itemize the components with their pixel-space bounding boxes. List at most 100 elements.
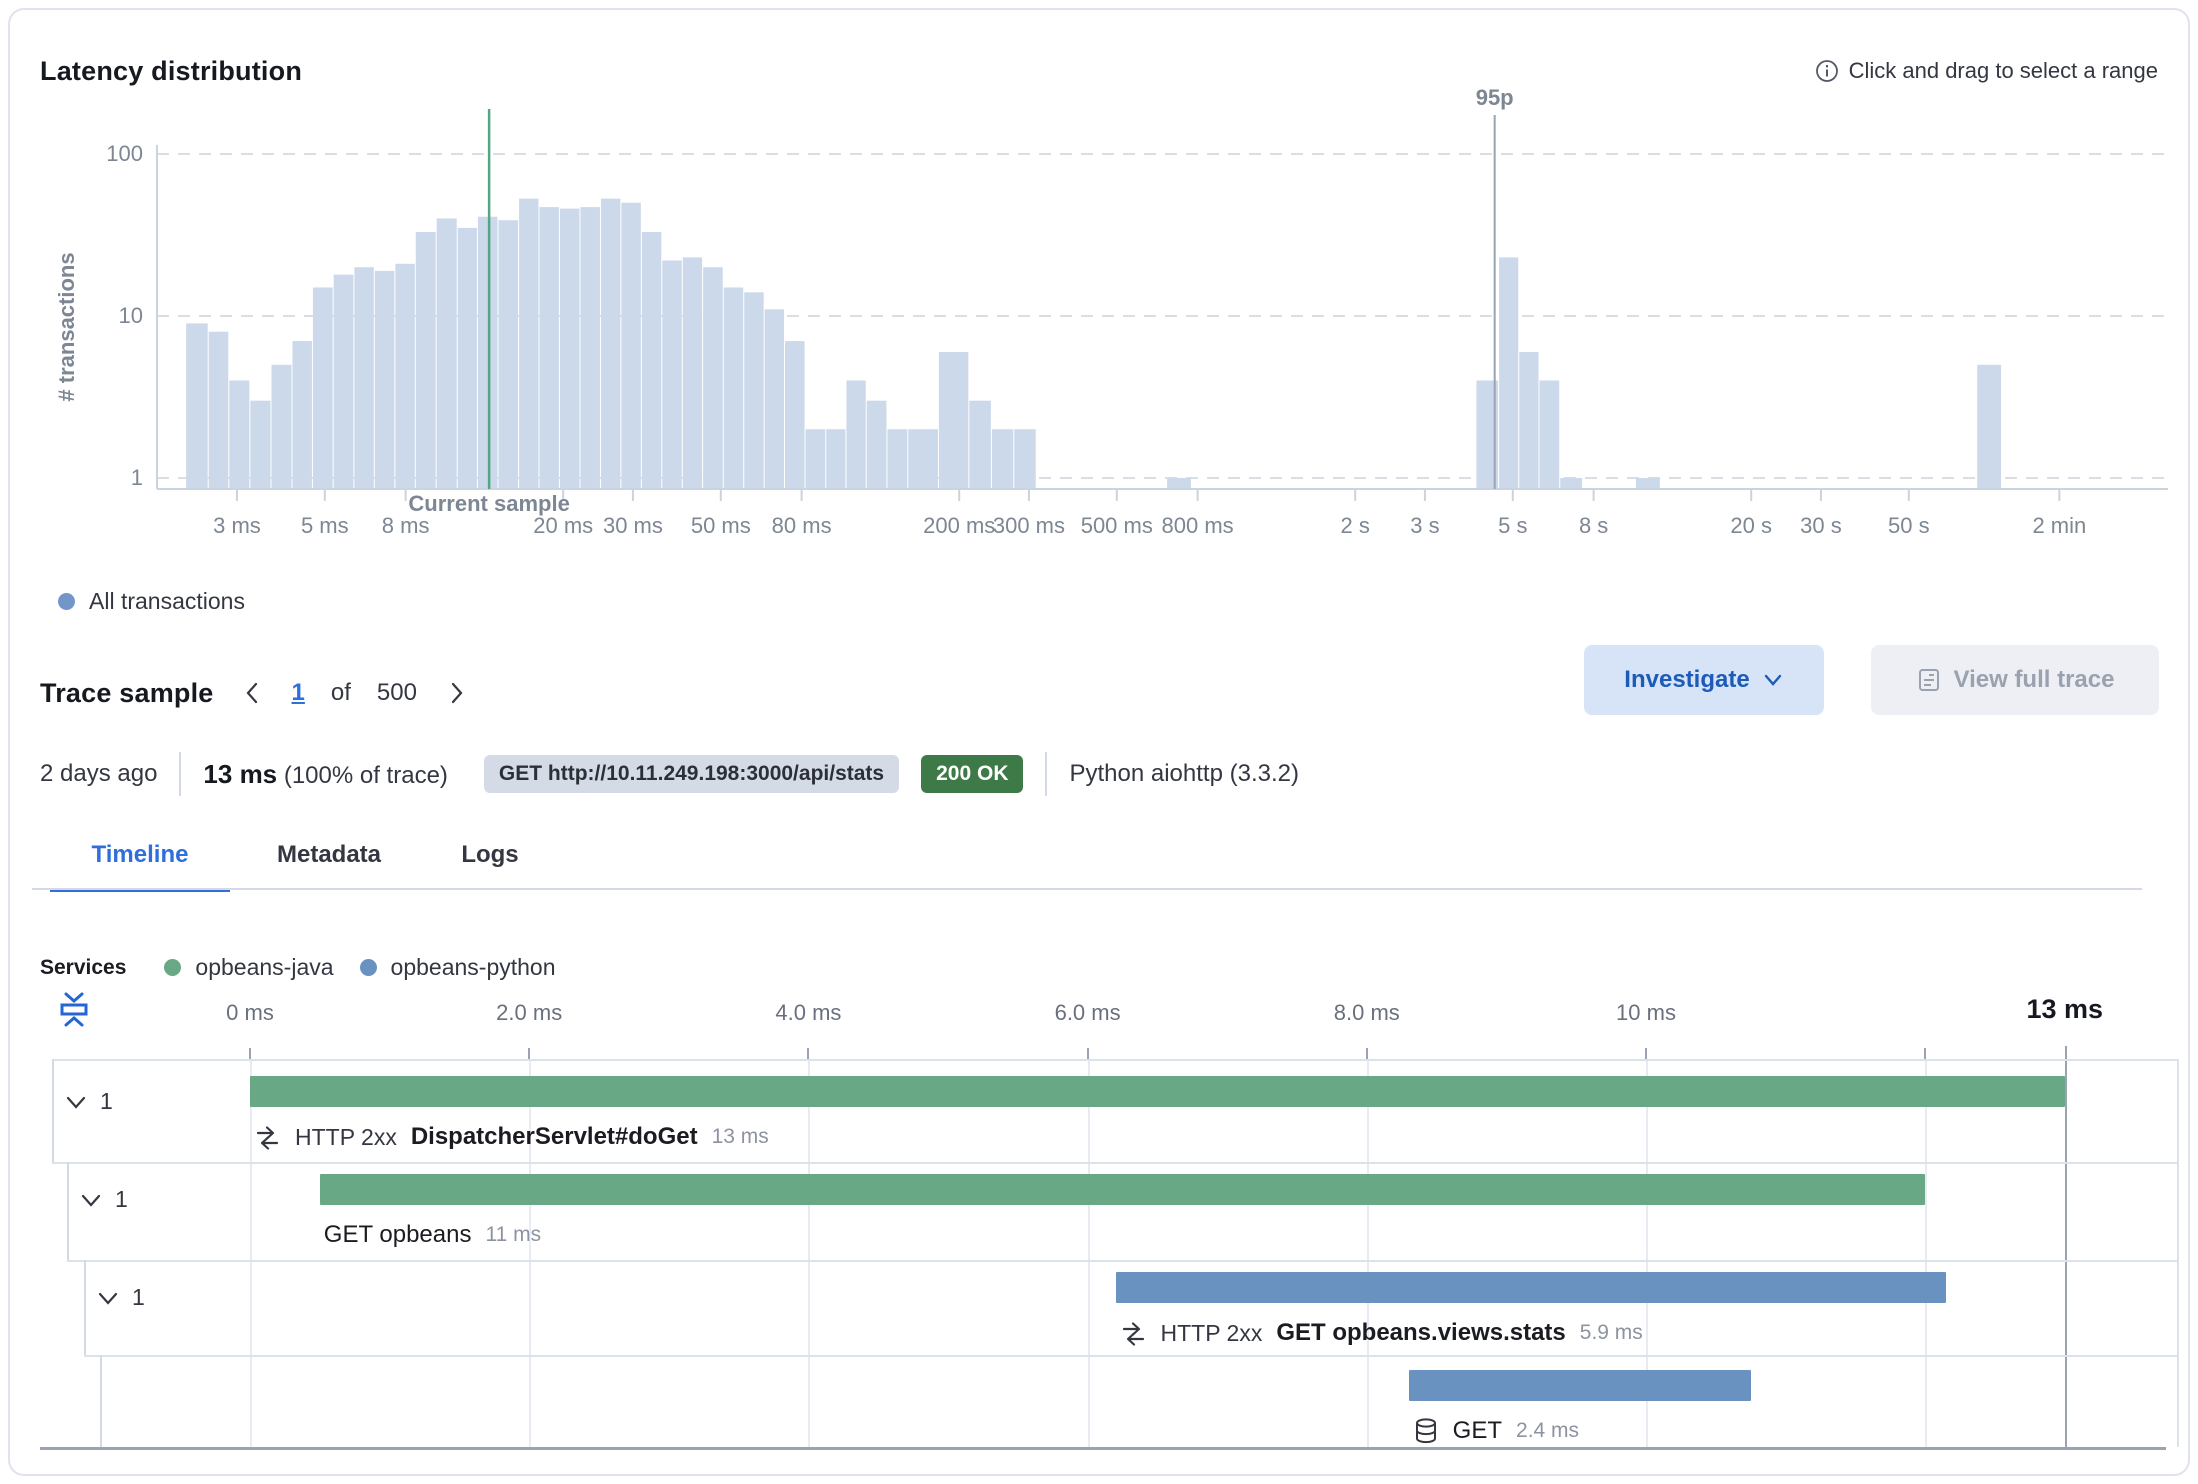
histogram-bar[interactable] [1014,429,1036,489]
current-sample-number[interactable]: 1 [291,679,305,706]
waterfall-bar[interactable] [1408,1370,1751,1401]
prev-sample-button[interactable] [240,680,266,706]
request-badge: GET http://10.11.249.198:3000/api/stats [483,755,900,793]
service-dot-java [164,959,182,976]
histogram-bar[interactable] [938,351,969,489]
histogram-bar[interactable] [1977,364,2002,489]
histogram-bar[interactable] [621,202,641,490]
histogram-bar[interactable] [395,263,415,489]
page-title: Latency distribution [40,56,303,86]
span-duration: 13 ms [711,1125,769,1148]
pagination-of: of [330,679,351,706]
service-label-java: opbeans-java [195,954,334,980]
histogram-bar[interactable] [415,232,436,490]
range-hint: Click and drag to select a range [1815,58,2158,84]
row-toggle[interactable]: 1 [96,1284,145,1311]
span-duration: 2.4 ms [1516,1419,1580,1442]
collapse-all-icon[interactable] [54,988,94,1037]
span-name: GET opbeans [323,1221,472,1248]
histogram-bar[interactable] [208,331,229,489]
x-tick-label: 3 s [1410,513,1439,538]
view-full-trace-button[interactable]: View full trace [1871,645,2159,715]
chevron-down-icon [1764,674,1781,686]
waterfall-item-label[interactable]: GET opbeans 11 ms [324,1218,541,1252]
latency-histogram[interactable]: 1 10 100 # transactions 3 ms 5 ms 8 ms 20 ms 30 … [32,87,2178,552]
histogram-bar[interactable] [477,216,498,490]
histogram-bar[interactable] [292,341,312,489]
histogram-bar[interactable] [703,267,723,489]
investigate-button[interactable]: Investigate [1584,645,1824,715]
histogram-bar[interactable] [866,400,887,489]
histogram-bar[interactable] [784,341,805,489]
tab-metadata[interactable]: Metadata [276,841,382,868]
histogram-bar[interactable] [1560,478,1583,489]
histogram-bar[interactable] [333,274,354,489]
histogram-bar[interactable] [457,227,477,490]
histogram-bar[interactable] [559,208,580,489]
histogram-bar[interactable] [1519,351,1539,489]
timeline-axis-label: 8.0 ms [1333,1000,1400,1025]
next-sample-button[interactable] [443,680,469,706]
x-tick-label: 50 s [1888,513,1930,538]
x-tick-label: 30 s [1800,513,1842,538]
info-icon [1815,59,1839,83]
row-indent-line [52,1059,54,1162]
timeline-axis-label: 10 ms [1616,1000,1676,1025]
histogram-bar[interactable] [1635,478,1660,489]
x-tick-label: 5 ms [301,513,349,538]
histogram-bar[interactable] [682,257,703,489]
child-count: 1 [115,1186,128,1212]
histogram-bar[interactable] [539,207,559,489]
histogram-bar[interactable] [374,270,395,489]
histogram-bar[interactable] [723,287,744,489]
histogram-bar[interactable] [641,232,662,490]
histogram-bar[interactable] [1167,478,1191,489]
histogram-bar[interactable] [436,218,457,489]
histogram-bar[interactable] [250,400,271,489]
histogram-bar[interactable] [764,309,784,489]
histogram-bar[interactable] [580,207,600,489]
waterfall-bottom-scrollbar[interactable] [40,1447,2166,1450]
histogram-bar[interactable] [498,220,519,489]
row-toggle[interactable]: 1 [64,1088,113,1115]
agent-label: Python aiohttp (3.3.2) [1069,760,1299,787]
histogram-bar[interactable] [846,380,866,489]
y-axis-label: # transactions [54,252,79,401]
waterfall-bar[interactable] [319,1174,1926,1205]
child-count: 1 [100,1088,113,1114]
waterfall-item-label[interactable]: HTTP 2xx DispatcherServlet#doGet 13 ms [254,1120,769,1154]
waterfall-item-label[interactable]: GET 2.4 ms [1413,1414,1579,1448]
tab-logs[interactable]: Logs [461,841,519,868]
histogram-bar[interactable] [312,287,333,489]
histogram-bar[interactable] [969,400,991,489]
histogram-bar[interactable] [662,260,682,489]
histogram-bar[interactable] [1476,380,1499,489]
histogram-bar[interactable] [229,380,250,489]
row-toggle[interactable]: 1 [79,1186,128,1213]
tab-timeline[interactable]: Timeline [50,822,230,892]
waterfall-item-label[interactable]: HTTP 2xx GET opbeans.views.stats 5.9 ms [1120,1316,1643,1350]
histogram-bar[interactable] [908,429,938,489]
row-indent-line [100,1355,102,1447]
histogram-bar[interactable] [826,429,846,489]
waterfall-bar[interactable] [1115,1272,1947,1303]
service-dot-python [359,959,377,976]
histogram-bar[interactable] [1499,257,1519,489]
histogram-bar[interactable] [744,292,764,489]
histogram-bar[interactable] [271,364,292,489]
histogram-bar[interactable] [600,198,621,490]
timeline-tick [807,1048,810,1059]
histogram-bar[interactable] [519,198,539,490]
histogram-bar[interactable] [1539,380,1560,489]
x-tick-label: 30 ms [603,513,663,538]
histogram-bar[interactable] [805,429,826,489]
x-tick-label: 800 ms [1162,513,1234,538]
timeline-gridline [1366,1059,1369,1447]
histogram-bar[interactable] [354,267,374,489]
histogram-bar[interactable] [991,429,1014,489]
histogram-bar[interactable] [887,429,908,489]
waterfall-bar[interactable] [250,1076,2065,1107]
services-label: Services [40,955,127,979]
x-tick-label: 20 s [1730,513,1772,538]
histogram-bar[interactable] [186,323,208,489]
